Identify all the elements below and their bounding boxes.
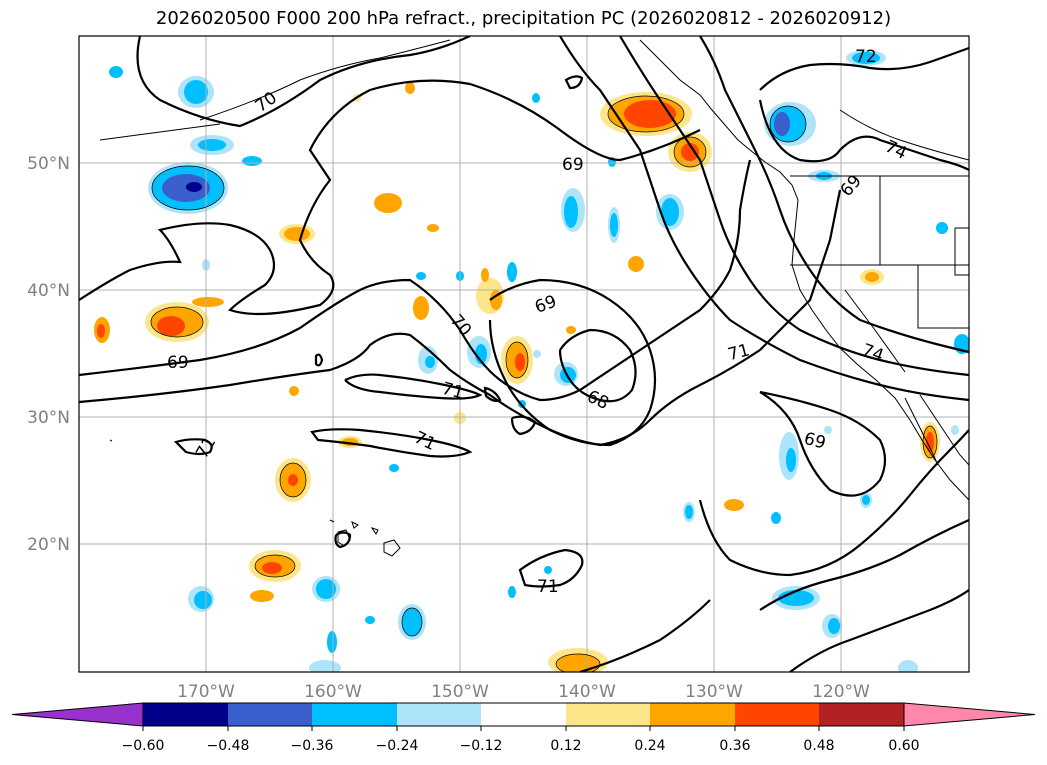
- coastlines: [99, 39, 969, 557]
- gridlines: [79, 36, 969, 672]
- colorbar: −0.60 −0.48 −0.36 −0.24 −0.12 0.12 0.24 …: [11, 702, 1036, 754]
- colorbar-tick-label: 0.60: [888, 738, 919, 754]
- lat-axis: 50°N 40°N 30°N 20°N: [27, 154, 70, 555]
- colorbar-tick-label: −0.24: [376, 738, 419, 754]
- colorbar-extend-right: [903, 702, 1036, 727]
- lon-tick-label: 170°W: [177, 682, 235, 702]
- colorbar-tick-label: −0.60: [122, 738, 165, 754]
- colorbar-segment: [228, 703, 313, 726]
- colorbar-segment: [481, 703, 566, 726]
- refractivity-contours: [79, 36, 969, 672]
- colorbar-tick-label: 0.24: [634, 738, 665, 754]
- colorbar-tick-label: 0.48: [803, 738, 834, 754]
- contour-label: 69: [167, 353, 189, 373]
- lon-axis: 170°W 160°W 150°W 140°W 130°W 120°W: [177, 682, 870, 702]
- colorbar-tick-label: 0.12: [550, 738, 581, 754]
- colorbar-tick-label: −0.12: [460, 738, 503, 754]
- map-frame: [78, 35, 970, 673]
- contour-label: 72: [855, 47, 877, 67]
- lon-tick-label: 120°W: [812, 682, 870, 702]
- lat-tick-label: 30°N: [27, 408, 70, 428]
- colorbar-tick-label: −0.48: [207, 738, 250, 754]
- lon-tick-label: 160°W: [304, 682, 362, 702]
- colorbar-segment: [566, 703, 651, 726]
- colorbar-segment: [143, 703, 228, 726]
- chart-title: 2026020500 F000 200 hPa refract., precip…: [155, 8, 892, 29]
- colorbar-tick-label: −0.36: [291, 738, 334, 754]
- contour-label: 71: [537, 577, 559, 597]
- lon-tick-label: 150°W: [431, 682, 489, 702]
- colorbar-segment: [397, 703, 482, 726]
- shading-outlines: [150, 95, 938, 672]
- colorbar-segment: [735, 703, 820, 726]
- colorbar-segment: [819, 703, 904, 726]
- colorbar-segment: [312, 703, 397, 726]
- lat-tick-label: 40°N: [27, 281, 70, 301]
- lat-tick-label: 50°N: [27, 154, 70, 174]
- precip-shading: [94, 50, 969, 672]
- lat-tick-label: 20°N: [27, 535, 70, 555]
- colorbar-extend-left: [11, 702, 144, 727]
- colorbar-tick-label: 0.36: [719, 738, 750, 754]
- lon-tick-label: 140°W: [558, 682, 616, 702]
- contour-label: 69: [562, 155, 584, 175]
- colorbar-segment: [650, 703, 735, 726]
- lon-tick-label: 130°W: [685, 682, 743, 702]
